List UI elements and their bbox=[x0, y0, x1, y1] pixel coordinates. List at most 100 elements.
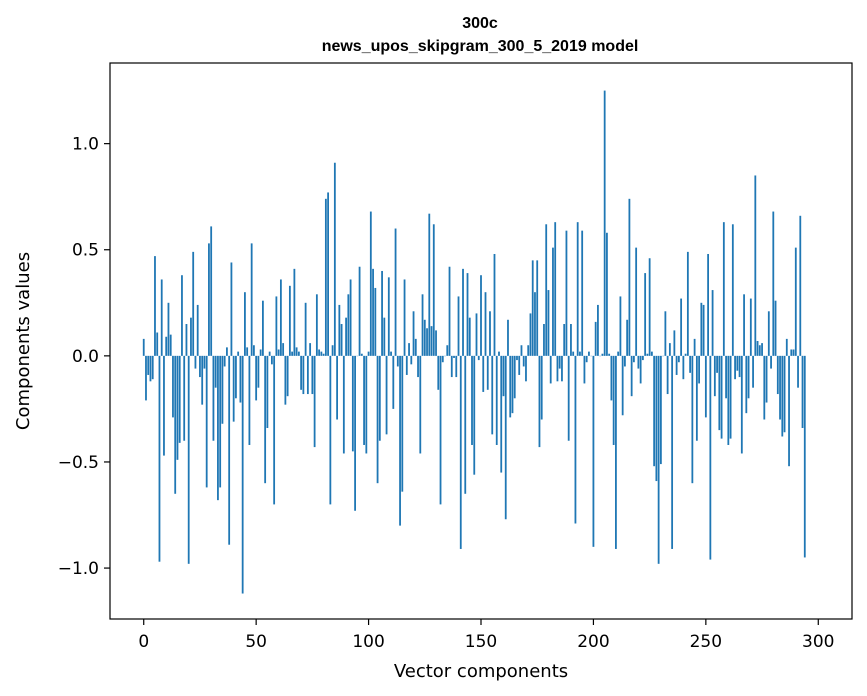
y-tick-label: 0.5 bbox=[72, 241, 99, 261]
bar bbox=[262, 300, 264, 356]
bar bbox=[291, 351, 294, 356]
bar bbox=[466, 273, 469, 356]
bar bbox=[338, 304, 341, 356]
bar bbox=[462, 268, 464, 356]
bar bbox=[226, 347, 228, 356]
bar bbox=[639, 355, 642, 384]
bar bbox=[194, 355, 197, 369]
bar bbox=[302, 355, 305, 395]
bar bbox=[455, 355, 458, 378]
bar bbox=[594, 321, 597, 356]
bar bbox=[185, 324, 188, 356]
bar bbox=[543, 324, 545, 356]
bar bbox=[367, 351, 370, 356]
bar bbox=[713, 355, 716, 397]
bar bbox=[279, 279, 282, 356]
bar bbox=[570, 324, 572, 356]
bar bbox=[511, 355, 514, 414]
bar bbox=[311, 355, 314, 395]
bar bbox=[522, 355, 525, 367]
bar bbox=[765, 355, 768, 403]
bar bbox=[680, 298, 683, 356]
bar bbox=[284, 355, 287, 405]
bar bbox=[507, 319, 509, 356]
bar bbox=[421, 294, 424, 356]
bar bbox=[646, 353, 649, 356]
bar bbox=[635, 247, 638, 356]
bar bbox=[603, 90, 606, 356]
bar bbox=[230, 262, 233, 356]
x-tick-label: 300 bbox=[802, 632, 834, 652]
bar bbox=[354, 355, 356, 511]
bar bbox=[181, 275, 183, 356]
bar bbox=[381, 270, 383, 356]
bar bbox=[464, 355, 467, 494]
bar bbox=[698, 355, 700, 384]
bar bbox=[453, 355, 455, 358]
bar bbox=[572, 351, 575, 356]
bar bbox=[641, 355, 644, 361]
bar bbox=[527, 345, 530, 356]
x-tick-label: 250 bbox=[690, 632, 722, 652]
bar bbox=[736, 355, 739, 371]
bar bbox=[441, 355, 444, 363]
bar bbox=[268, 351, 271, 356]
bar bbox=[423, 319, 426, 356]
bar bbox=[372, 268, 374, 356]
bar bbox=[554, 222, 557, 356]
bar bbox=[725, 355, 727, 399]
bar bbox=[529, 313, 532, 356]
bar bbox=[565, 230, 568, 356]
bar bbox=[561, 355, 563, 382]
x-axis-label: Vector components bbox=[394, 661, 568, 682]
bar bbox=[648, 258, 651, 356]
bar bbox=[315, 294, 318, 356]
bar bbox=[387, 277, 390, 356]
x-tick-label: 150 bbox=[465, 632, 497, 652]
bar bbox=[322, 353, 325, 356]
bar bbox=[430, 326, 433, 356]
bar bbox=[799, 215, 802, 356]
bar bbox=[401, 355, 404, 492]
bar bbox=[567, 355, 570, 441]
bar bbox=[763, 355, 766, 420]
bar bbox=[165, 336, 168, 356]
bar bbox=[385, 355, 388, 435]
bar bbox=[664, 311, 667, 356]
bar bbox=[329, 355, 332, 505]
bar bbox=[437, 355, 440, 390]
bar bbox=[264, 355, 267, 484]
bar bbox=[158, 355, 161, 562]
bar bbox=[752, 355, 754, 388]
bar bbox=[259, 349, 262, 356]
bar bbox=[650, 351, 653, 356]
bar bbox=[450, 355, 453, 378]
bar bbox=[383, 317, 386, 356]
bar bbox=[540, 355, 543, 420]
bar bbox=[369, 211, 372, 356]
bar bbox=[273, 355, 276, 505]
bar bbox=[145, 355, 147, 401]
bar bbox=[671, 355, 674, 549]
bar bbox=[738, 355, 741, 378]
bar bbox=[797, 355, 799, 388]
bar bbox=[792, 349, 795, 356]
bar bbox=[282, 343, 285, 356]
bar bbox=[531, 260, 534, 356]
bar bbox=[327, 192, 329, 356]
bar bbox=[176, 355, 179, 460]
bar bbox=[675, 355, 678, 375]
bar bbox=[482, 355, 485, 392]
y-tick-label: 0.0 bbox=[72, 347, 99, 367]
bar bbox=[390, 351, 392, 356]
bar bbox=[358, 266, 361, 356]
bar bbox=[486, 355, 489, 390]
bar bbox=[592, 355, 595, 547]
bar bbox=[779, 355, 781, 420]
bar bbox=[217, 355, 219, 501]
bar bbox=[201, 355, 204, 405]
bar bbox=[549, 355, 552, 384]
bar bbox=[516, 355, 518, 361]
bar bbox=[473, 355, 476, 475]
